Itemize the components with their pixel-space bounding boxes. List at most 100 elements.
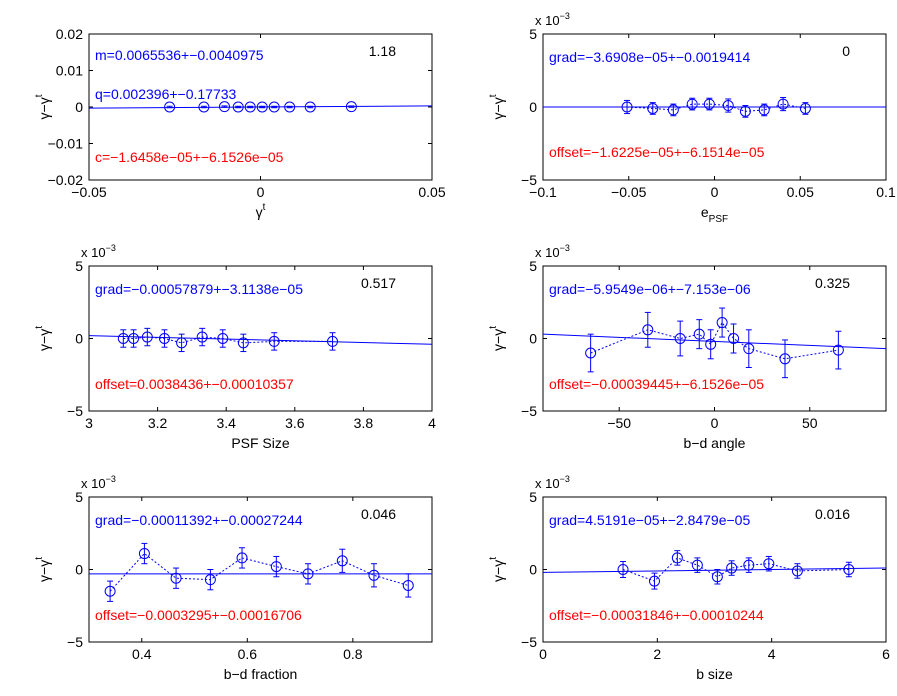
x-tick-label: 50: [802, 415, 818, 431]
data-point: [302, 568, 314, 580]
points-connector: [123, 336, 333, 344]
data-point: [176, 337, 188, 349]
y-exponent-label: x 10−3: [535, 11, 570, 28]
data-point: [170, 572, 182, 584]
fit-line: [88, 105, 433, 109]
data-point: [104, 585, 116, 597]
x-tick-label: 3: [85, 415, 93, 431]
data-point: [617, 564, 629, 575]
data-point: [799, 102, 811, 114]
plot-frame: [88, 265, 433, 412]
data-point: [779, 353, 791, 365]
value-label: 0.016: [815, 506, 850, 522]
y-tick-label: −5: [67, 403, 83, 419]
fit-annotation: grad=−0.00057879+−3.1138e−05: [95, 281, 303, 297]
y-exponent-label: x 10−3: [81, 474, 116, 491]
data-point: [268, 101, 280, 113]
data-point: [703, 98, 715, 110]
x-tick-label: 0: [539, 646, 547, 662]
x-tick-label: −0.05: [71, 184, 107, 200]
chart-panel-1: −0.05 0 0.05 −0.02 −0.01 0 0.01 0.02 γt γ−γt m=0.0…: [34, 26, 446, 220]
value-label: 0.325: [815, 275, 850, 291]
y-exponent-label: x 10−3: [81, 243, 116, 260]
fit-annotation: offset=−0.0003295+−0.00016706: [95, 607, 302, 623]
data-point: [743, 343, 755, 355]
data-point: [791, 565, 803, 577]
data-point: [256, 101, 268, 113]
data-point: [204, 574, 216, 586]
data-point: [128, 333, 140, 344]
data-point: [284, 101, 296, 113]
y-tick-label: −5: [67, 634, 83, 650]
x-tick-label: 0: [257, 184, 265, 200]
x-axis-label: ePSF: [701, 204, 728, 225]
chart-panel-5: 0.4 0.6 0.8 −5 0 5x 10−3 b−d fraction γ−γt grad=…: [34, 474, 433, 682]
fit-annotation: m=0.0065536+−0.0040975: [95, 47, 264, 63]
data-point: [368, 569, 380, 581]
data-point: [743, 559, 755, 571]
data-point: [642, 324, 654, 336]
x-tick-label: 3.2: [148, 415, 168, 431]
value-label: 1.18: [369, 43, 396, 59]
fit-annotation: offset=−1.6225e−05+−6.1514e−05: [549, 144, 765, 160]
data-point: [198, 101, 210, 113]
x-tick-label: 0: [711, 184, 719, 200]
x-tick-label: 3.4: [216, 415, 236, 431]
data-point: [726, 562, 738, 574]
y-tick-label: −0.01: [48, 136, 84, 152]
fit-annotation: grad=−5.9549e−06+−7.153e−06: [549, 281, 751, 297]
y-tick-label: 0: [529, 562, 537, 578]
y-axis-label: γ−γt: [34, 326, 52, 351]
fit-line: [542, 567, 887, 573]
x-tick-label: 0.1: [876, 184, 896, 200]
fit-annotation: grad=−0.00011392+−0.00027244: [95, 512, 303, 528]
points-connector: [622, 557, 849, 582]
y-tick-label: 0: [75, 99, 83, 115]
data-point: [722, 100, 734, 112]
y-tick-label: 0.02: [56, 26, 83, 42]
x-tick-label: 0.05: [418, 184, 445, 200]
y-tick-label: 5: [75, 258, 83, 274]
x-tick-label: 6: [882, 646, 890, 662]
y-tick-label: −5: [521, 172, 537, 188]
data-point: [763, 558, 775, 570]
data-point: [304, 101, 316, 113]
x-tick-label: 2: [653, 646, 661, 662]
value-label: 0.517: [361, 275, 396, 291]
data-point: [218, 101, 230, 113]
x-axis-label: b−d angle: [684, 435, 746, 451]
y-axis-label: γ−γt: [488, 326, 506, 351]
y-tick-label: −0.02: [48, 172, 84, 188]
y-tick-label: 0: [529, 331, 537, 347]
y-axis-label: γ−γt: [488, 557, 506, 582]
data-point: [728, 333, 740, 344]
data-point: [268, 335, 280, 347]
data-point: [686, 98, 698, 110]
data-point: [270, 561, 282, 573]
data-point: [138, 548, 150, 560]
data-point: [716, 317, 728, 329]
data-point: [832, 344, 844, 356]
fit-annotation: c=−1.6458e−05+−6.1526e−05: [95, 149, 284, 165]
data-point: [232, 101, 244, 113]
y-exponent-label: x 10−3: [535, 474, 570, 491]
chart-panel-2: −0.1 −0.05 0 0.05 0.1 −5 0 5x 10−3 ePSF γ−γt grad=…: [488, 11, 896, 225]
y-tick-label: 5: [75, 489, 83, 505]
y-tick-label: 0.01: [56, 63, 83, 79]
data-point: [667, 104, 679, 116]
plot-frame: [88, 496, 433, 643]
data-point: [691, 559, 703, 571]
x-axis-label: PSF Size: [231, 435, 290, 451]
fit-annotation: offset=0.0038436+−0.00010357: [95, 376, 294, 392]
x-tick-label: 3.8: [354, 415, 374, 431]
data-point: [345, 101, 357, 113]
x-tick-label: 4: [428, 415, 436, 431]
y-tick-label: 0: [75, 562, 83, 578]
data-point: [777, 98, 789, 110]
data-point: [217, 333, 229, 344]
y-exponent-label: x 10−3: [535, 243, 570, 260]
points-connector: [627, 103, 806, 112]
